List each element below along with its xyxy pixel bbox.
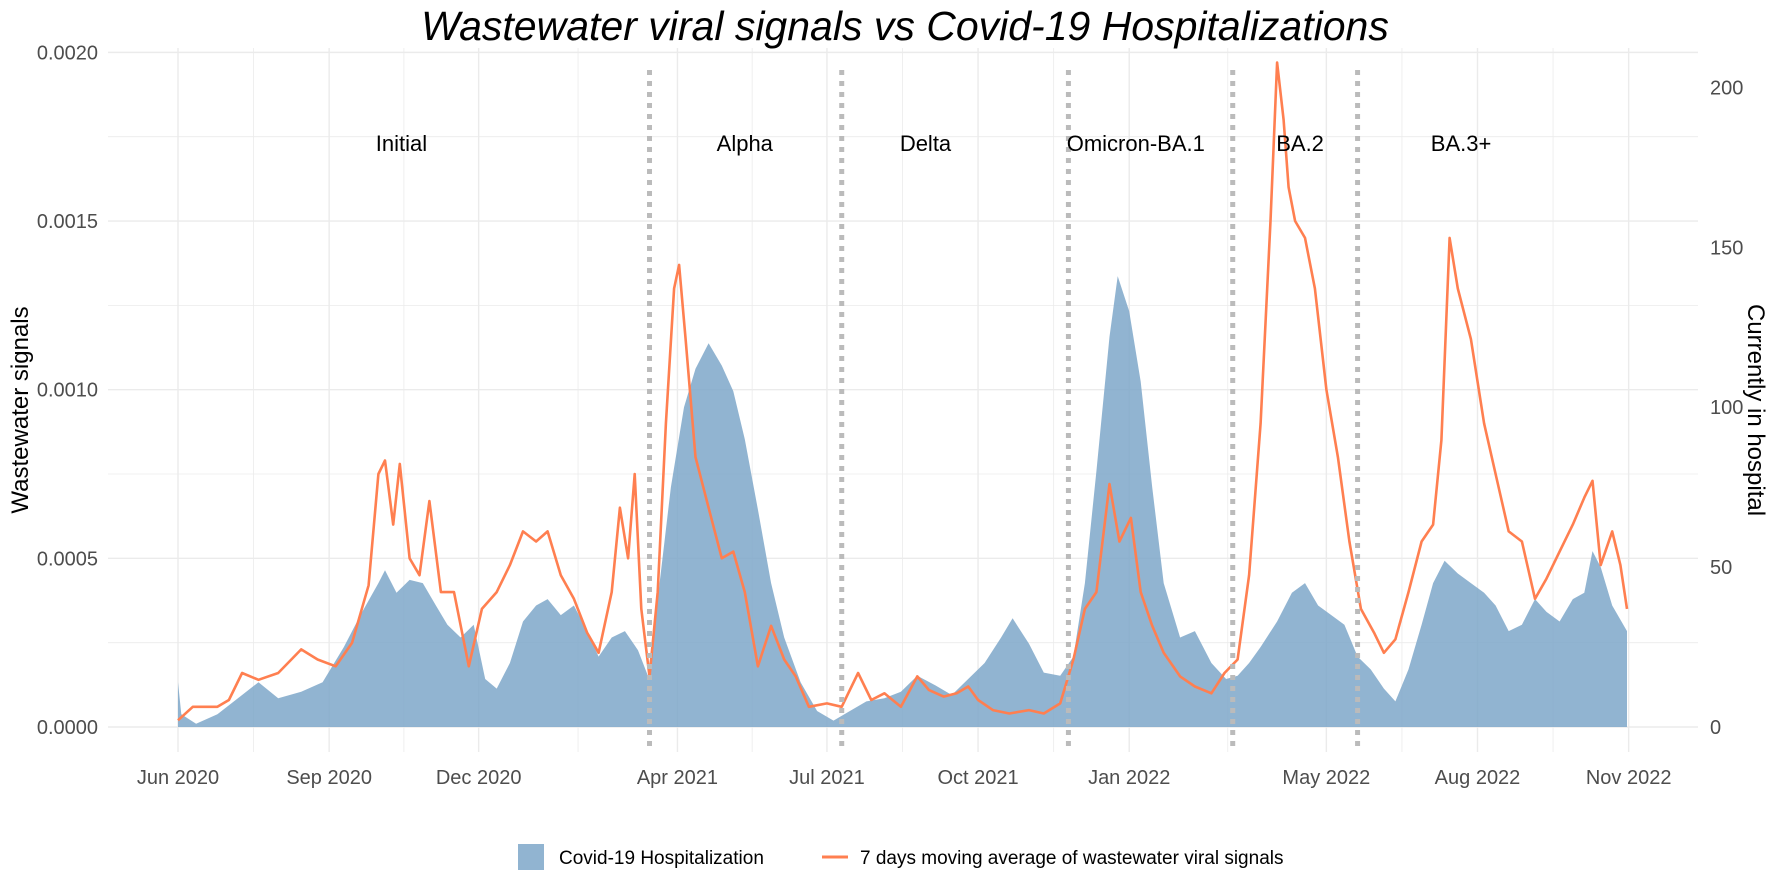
period-label: Initial [376, 131, 427, 156]
period-label: Alpha [717, 131, 774, 156]
x-tick-label: Jul 2021 [789, 767, 865, 789]
y-right-tick-label: 150 [1710, 237, 1743, 259]
x-tick-label: Nov 2022 [1586, 767, 1672, 789]
y-axis-left-ticks: 0.0000 0.0005 0.0010 0.0015 0.0020 [37, 42, 98, 739]
legend-label-hospitalization: Covid-19 Hospitalization [559, 848, 764, 869]
legend-swatch-hospitalization [518, 844, 544, 870]
x-tick-label: May 2022 [1282, 767, 1370, 789]
period-label: Omicron-BA.1 [1067, 131, 1205, 156]
x-axis-ticks: Jun 2020 Sep 2020 Dec 2020 Apr 2021 Jul 2021… [137, 767, 1672, 789]
x-tick-label: Jan 2022 [1088, 767, 1170, 789]
period-boundaries [647, 70, 1361, 752]
y-right-tick-label: 0 [1710, 717, 1721, 739]
wastewater-line [177, 61, 1629, 722]
y-left-tick-label: 0.0000 [37, 717, 98, 739]
y-axis-right-title: Currently in hospital [1742, 304, 1769, 516]
period-label: BA.3+ [1431, 131, 1492, 156]
x-tick-label: Sep 2020 [286, 767, 372, 789]
wastewater-line-layer [177, 61, 1629, 722]
x-tick-label: Dec 2020 [436, 767, 522, 789]
y-left-tick-label: 0.0015 [37, 211, 98, 233]
y-left-tick-label: 0.0020 [37, 42, 98, 64]
x-tick-label: Jun 2020 [137, 767, 219, 789]
y-axis-right-ticks: 0 50 100 150 200 [1710, 77, 1743, 739]
period-label: BA.2 [1276, 131, 1324, 156]
y-left-tick-label: 0.0005 [37, 548, 98, 570]
y-right-tick-label: 200 [1710, 77, 1743, 99]
y-axis-left-title: Wastewater signals [7, 306, 34, 513]
hospital-area-layer [178, 276, 1627, 727]
legend: Covid-19 Hospitalization 7 days moving a… [518, 844, 1283, 870]
chart-title: Wastewater viral signals vs Covid-19 Hos… [421, 3, 1389, 49]
hospitalization-area [178, 276, 1627, 727]
x-tick-label: Aug 2022 [1435, 767, 1521, 789]
x-tick-label: Apr 2021 [637, 767, 718, 789]
y-right-tick-label: 50 [1710, 557, 1732, 579]
y-right-tick-label: 100 [1710, 397, 1743, 419]
x-tick-label: Oct 2021 [937, 767, 1018, 789]
period-labels: Initial Alpha Delta Omicron-BA.1 BA.2 BA.3+ [376, 131, 1492, 156]
legend-label-wastewater: 7 days moving average of wastewater vira… [860, 848, 1283, 869]
period-label: Delta [900, 131, 952, 156]
y-left-tick-label: 0.0010 [37, 380, 98, 402]
